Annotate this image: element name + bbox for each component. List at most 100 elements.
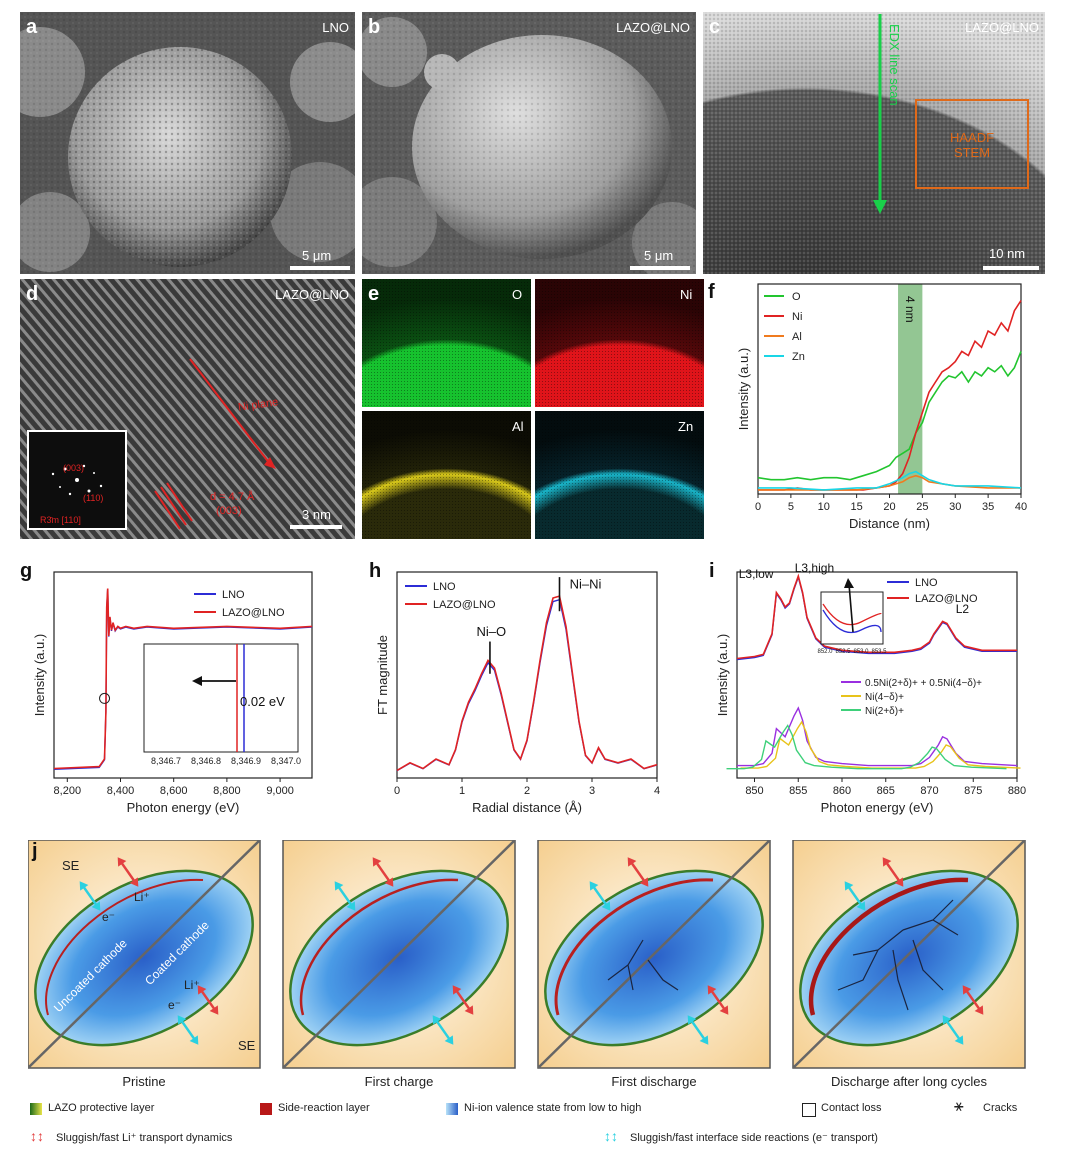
inset-tick-label: 8,347.0 <box>271 756 301 766</box>
x-tick-label: 870 <box>920 785 938 797</box>
series-line-zn <box>758 470 1022 491</box>
inset-tick-label: 852.5 <box>835 649 851 655</box>
crack-lines <box>607 939 679 991</box>
series-line-lazo <box>396 595 658 772</box>
x-tick-label: 8,600 <box>160 785 188 797</box>
sample-label: LAZO@LNO <box>616 20 690 35</box>
sample-label: LAZO@LNO <box>275 287 349 302</box>
scale-bar <box>983 266 1039 270</box>
legend-li-transport: Sluggish/fast Li⁺ transport dynamics <box>56 1132 233 1144</box>
x-tick-label: 2 <box>524 785 530 797</box>
x-axis-label: Photon energy (eV) <box>821 800 934 815</box>
inset-tick-label: 853.0 <box>853 649 869 655</box>
scale-bar-label: 5 μm <box>302 248 332 263</box>
x-axis-label: Distance (nm) <box>849 516 930 531</box>
legend-label: Ni <box>792 311 802 323</box>
scale-bar-label: 5 μm <box>644 248 674 263</box>
peak-label-l3-low: L3,low <box>739 567 774 581</box>
trend-arrow <box>848 583 854 633</box>
chart-g-svg: 8,200 8,400 8,600 8,800 9,000 Photon energy (… <box>32 571 313 815</box>
x-tick-label: 9,000 <box>266 785 294 797</box>
highlight-band <box>898 284 923 494</box>
inset-tick-label: 8,346.7 <box>151 756 181 766</box>
legend-label: Ni(2+δ)+ <box>865 706 904 717</box>
scale-bar-label: 10 nm <box>989 246 1026 261</box>
element-label-o: O <box>512 287 523 302</box>
chart-i-svg: 850 855 860 865 870 875 880 Photon energy (eV) I… <box>715 561 1026 815</box>
legend-label: O <box>792 291 801 303</box>
legend-label: Al <box>792 331 802 343</box>
legend-label: LAZO@LNO <box>915 593 978 605</box>
li-label: Li⁺ <box>134 890 150 904</box>
x-tick-label: 8,800 <box>213 785 241 797</box>
x-tick-label: 880 <box>1008 785 1026 797</box>
legend-contact-loss: Contact loss <box>821 1102 882 1114</box>
inset-tick-label: 8,346.8 <box>191 756 221 766</box>
scale-bar <box>630 266 690 270</box>
legend-lazo: LAZO protective layer <box>48 1102 155 1114</box>
caption-long-cycles: Discharge after long cycles <box>830 1074 988 1089</box>
legend-label: Ni(4−δ)+ <box>865 692 904 703</box>
x-tick-label: 10 <box>818 501 830 513</box>
panel-h-exafs-chart: h 0 1 2 3 4 Radial distance (Å) FT magnitude Ni… <box>365 560 710 830</box>
element-label-zn: Zn <box>678 419 694 434</box>
sample-label: LNO <box>322 20 349 35</box>
sim-line-2 <box>726 724 1007 770</box>
peak-label-ni-o: Ni–O <box>476 624 506 639</box>
inset-tick-label: 8,346.9 <box>231 756 261 766</box>
panel-f-line-scan-chart: f 4 nm 0 5 10 15 20 25 30 35 40 Distance (nm) Inten… <box>708 279 1053 544</box>
panel-j-schematic: j <box>28 840 1048 1165</box>
x-tick-label: 865 <box>877 785 895 797</box>
panel-letter: j <box>32 840 38 862</box>
scale-bar-label: 3 nm <box>302 507 331 522</box>
panel-d-hrtem-image: d LAZO@LNO Ni plane d = 4.7 Å (003) (003… <box>20 279 355 539</box>
caption-first-charge: First charge <box>364 1074 434 1089</box>
peak-label-l2: L2 <box>956 602 970 616</box>
legend-e-arrows-icon: ↕↕ <box>604 1128 618 1144</box>
frame-first-discharge <box>537 840 771 1069</box>
crack-lines <box>837 899 959 1011</box>
fft-spot-label: (110) <box>83 493 104 503</box>
panel-letter: i <box>709 560 715 582</box>
x-tick-label: 4 <box>654 785 660 797</box>
x-tick-label: 855 <box>789 785 807 797</box>
y-axis-label: Intensity (a.u.) <box>32 634 47 716</box>
legend-cracks: Cracks <box>983 1102 1018 1114</box>
chart-h-svg: 0 1 2 3 4 Radial distance (Å) FT magnitude Ni–O… <box>375 571 660 815</box>
x-tick-label: 15 <box>851 501 863 513</box>
sample-label: LAZO@LNO <box>965 20 1039 35</box>
peak-label-l3-high: L3,high <box>795 561 834 575</box>
shift-arrowhead <box>192 676 202 686</box>
direction-arrow <box>189 358 271 465</box>
fft-spot-label: (003) <box>63 463 85 473</box>
y-axis-label: Intensity (a.u.) <box>715 634 730 716</box>
series-line-o <box>757 351 1022 481</box>
sim-line-1 <box>740 720 1021 769</box>
panel-c-stem-image: c LAZO@LNO EDX line scan HAADF STEM 10 n… <box>703 12 1045 274</box>
frame-pristine <box>28 840 261 1069</box>
haadf-label: HAADF STEM <box>949 130 995 160</box>
x-tick-label: 1 <box>459 785 465 797</box>
element-label-ni: Ni <box>680 287 693 302</box>
se-label: SE <box>62 858 80 873</box>
x-tick-label: 35 <box>982 501 994 513</box>
panel-letter: f <box>708 281 715 303</box>
panel-i-sxas-chart: i 850 855 860 865 870 875 880 Photon energy (eV… <box>705 560 1055 830</box>
x-tick-label: 30 <box>949 501 961 513</box>
scale-bar <box>290 266 350 270</box>
panel-g-xanes-chart: g 8,200 8,400 8,600 8,800 9,000 Photon energy… <box>20 560 365 830</box>
schematic-svg <box>28 840 1026 1069</box>
electron-label: e⁻ <box>102 910 116 924</box>
panel-letter: a <box>26 16 38 38</box>
x-axis-label: Radial distance (Å) <box>472 800 582 815</box>
x-tick-label: 40 <box>1015 501 1027 513</box>
legend-crack-icon: ⚹ <box>954 1098 964 1115</box>
x-axis-label: Photon energy (eV) <box>127 800 240 815</box>
frame-long-cycles <box>792 840 1026 1069</box>
plot-frame <box>53 571 313 779</box>
legend-ni-swatch <box>446 1103 458 1115</box>
legend-label: LNO <box>222 589 245 601</box>
legend-lazo-swatch <box>30 1103 42 1115</box>
legend-side-reactions: Sluggish/fast interface side reactions (… <box>630 1132 878 1144</box>
inset-line-lazo <box>822 603 882 626</box>
